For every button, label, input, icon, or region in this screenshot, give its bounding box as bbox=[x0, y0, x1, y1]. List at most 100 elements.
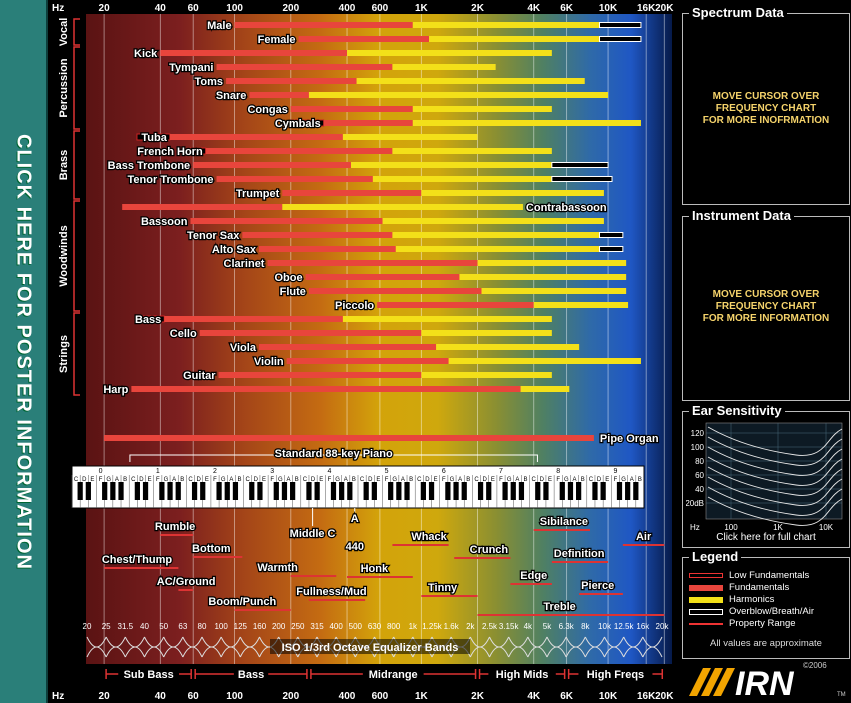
ear-sensitivity-panel[interactable]: Ear Sensitivity 120 100 80 60 40 20dB Hz 100 1K 1… bbox=[682, 403, 850, 548]
instrument-label: Clarinet bbox=[224, 258, 265, 270]
piano-note-letter: F bbox=[156, 477, 160, 483]
spectrum-msg-3: FOR MORE INOFRMATION bbox=[702, 115, 830, 126]
eq-band-label: 800 bbox=[387, 622, 401, 631]
eq-band-curve bbox=[220, 646, 241, 658]
eq-band-label: 20k bbox=[656, 622, 670, 631]
piano-black-key bbox=[232, 482, 239, 500]
axis-tick-top: 100 bbox=[226, 3, 243, 14]
bar-fundamental bbox=[131, 386, 521, 392]
legend-swatch-air bbox=[689, 608, 723, 615]
instrument-label: Guitar bbox=[183, 370, 216, 382]
logo-copyright: ©2006 bbox=[803, 661, 827, 670]
piano-black-key bbox=[77, 482, 83, 500]
eq-band-curve bbox=[201, 646, 222, 658]
piano-black-key bbox=[257, 482, 263, 500]
axis-tick-bottom: 400 bbox=[339, 691, 356, 702]
bar-fundamental bbox=[122, 204, 283, 210]
piano-black-key bbox=[339, 482, 345, 500]
poster-link[interactable]: CLICK HERE FOR POSTER INFORMATION bbox=[0, 0, 46, 703]
bar-fundamental bbox=[242, 232, 393, 238]
piano-black-key bbox=[453, 482, 459, 500]
piano-note-letter: B bbox=[123, 477, 127, 483]
piano-black-key bbox=[290, 482, 296, 500]
piano-black-key bbox=[388, 482, 394, 500]
ear-y-tick: 60 bbox=[695, 471, 704, 480]
instrument-label: Tenor Trombone bbox=[128, 174, 214, 186]
axis-tick-top: 60 bbox=[188, 3, 200, 14]
logo-tm: TM bbox=[837, 692, 846, 698]
legend-panel: Legend Low Fundamentals Fundamentals Har… bbox=[682, 549, 850, 659]
eq-band-curve bbox=[86, 646, 107, 658]
region-label-backdrop bbox=[488, 667, 556, 681]
axis-tick-bottom: 2K bbox=[471, 691, 485, 702]
piano-note-letter: E bbox=[148, 477, 152, 483]
instrument-label: Bassoon bbox=[141, 216, 188, 228]
eq-band-label: 10k bbox=[598, 622, 612, 631]
piano-note-letter: G bbox=[221, 477, 226, 483]
descriptor-label: Tinny bbox=[428, 582, 458, 594]
axis-tick-top: 6K bbox=[560, 3, 574, 14]
poster-link-strip[interactable]: CLICK HERE FOR POSTER INFORMATION bbox=[0, 0, 48, 703]
bar-harmonic bbox=[342, 316, 552, 322]
piano-black-key bbox=[461, 482, 467, 500]
piano-note-letter: C bbox=[303, 477, 308, 483]
bar-harmonic bbox=[436, 344, 580, 350]
irn-logo: IRN ©2006 TM bbox=[689, 661, 846, 700]
piano-octave-number: 4 bbox=[327, 468, 331, 475]
piano-note-letter: C bbox=[474, 477, 479, 483]
legend-swatch-harm bbox=[689, 596, 723, 603]
piano-note-letter: F bbox=[213, 477, 217, 483]
bar-low-fundamental bbox=[189, 147, 207, 155]
piano-black-key bbox=[592, 482, 598, 500]
piano-note-letter: E bbox=[205, 477, 209, 483]
descriptor-label: Rumble bbox=[155, 521, 195, 533]
piano-note-letter: C bbox=[131, 477, 136, 483]
piano-octave-number: 3 bbox=[270, 468, 274, 475]
group-bracket bbox=[73, 130, 80, 200]
piano-label: Standard 88-key Piano bbox=[275, 448, 393, 460]
bar-air bbox=[599, 36, 642, 42]
bar-fundamental bbox=[226, 78, 357, 84]
instrument-label: Oboe bbox=[274, 272, 302, 284]
piano-black-key bbox=[420, 482, 426, 500]
eq-band-label: 25 bbox=[102, 622, 111, 631]
axis-tick-top: 200 bbox=[282, 3, 299, 14]
eq-band-label: 2k bbox=[466, 622, 475, 631]
piano-black-key bbox=[134, 482, 140, 500]
eq-title-backdrop bbox=[270, 639, 470, 654]
piano-black-key bbox=[445, 482, 451, 500]
bar-harmonic bbox=[421, 330, 552, 336]
piano-note-letter: F bbox=[442, 477, 446, 483]
instrument-label: Viola bbox=[230, 342, 257, 354]
legend-swatch-fund bbox=[689, 584, 723, 591]
piano-note-letter: E bbox=[90, 477, 94, 483]
bar-fundamental bbox=[377, 302, 534, 308]
ear-sensitivity-chart[interactable]: 120 100 80 60 40 20dB Hz 100 1K 10K bbox=[686, 421, 844, 535]
bar-fundamental bbox=[199, 330, 422, 336]
region-label: Midrange bbox=[369, 669, 418, 681]
piano-note-letter: G bbox=[507, 477, 512, 483]
bar-harmonic bbox=[421, 372, 552, 378]
instrument-label: Contrabassoon bbox=[526, 202, 607, 214]
piano-note-letter: C bbox=[188, 477, 193, 483]
legend-item-harm: Harmonics bbox=[689, 594, 774, 605]
logo-text: IRN bbox=[735, 665, 795, 700]
frequency-chart[interactable]: 2020404060601001002002004004006006001K1K… bbox=[50, 0, 676, 703]
piano-note-letter: D bbox=[82, 477, 87, 483]
legend-item-range: Property Range bbox=[689, 618, 796, 629]
instrument-label: Flute bbox=[280, 286, 306, 298]
piano-black-key bbox=[200, 482, 206, 500]
spectrum-panel-title: Spectrum Data bbox=[689, 5, 787, 20]
eq-band-label: 400 bbox=[329, 622, 343, 631]
piano-range-bracket bbox=[129, 454, 538, 462]
piano-note-letter: F bbox=[556, 477, 560, 483]
descriptor-label: Bottom bbox=[192, 543, 231, 555]
piano-black-key bbox=[477, 482, 484, 500]
eq-band-curve bbox=[182, 646, 203, 658]
bar-fundamental bbox=[216, 64, 393, 70]
instrument-label: Piccolo bbox=[335, 300, 374, 312]
eq-band-label: 40 bbox=[140, 622, 149, 631]
eq-band-curve bbox=[546, 646, 567, 658]
instrument-msg-2: FREQUENCY CHART bbox=[715, 301, 817, 312]
ear-chart-link[interactable]: Click here for full chart bbox=[716, 532, 816, 543]
